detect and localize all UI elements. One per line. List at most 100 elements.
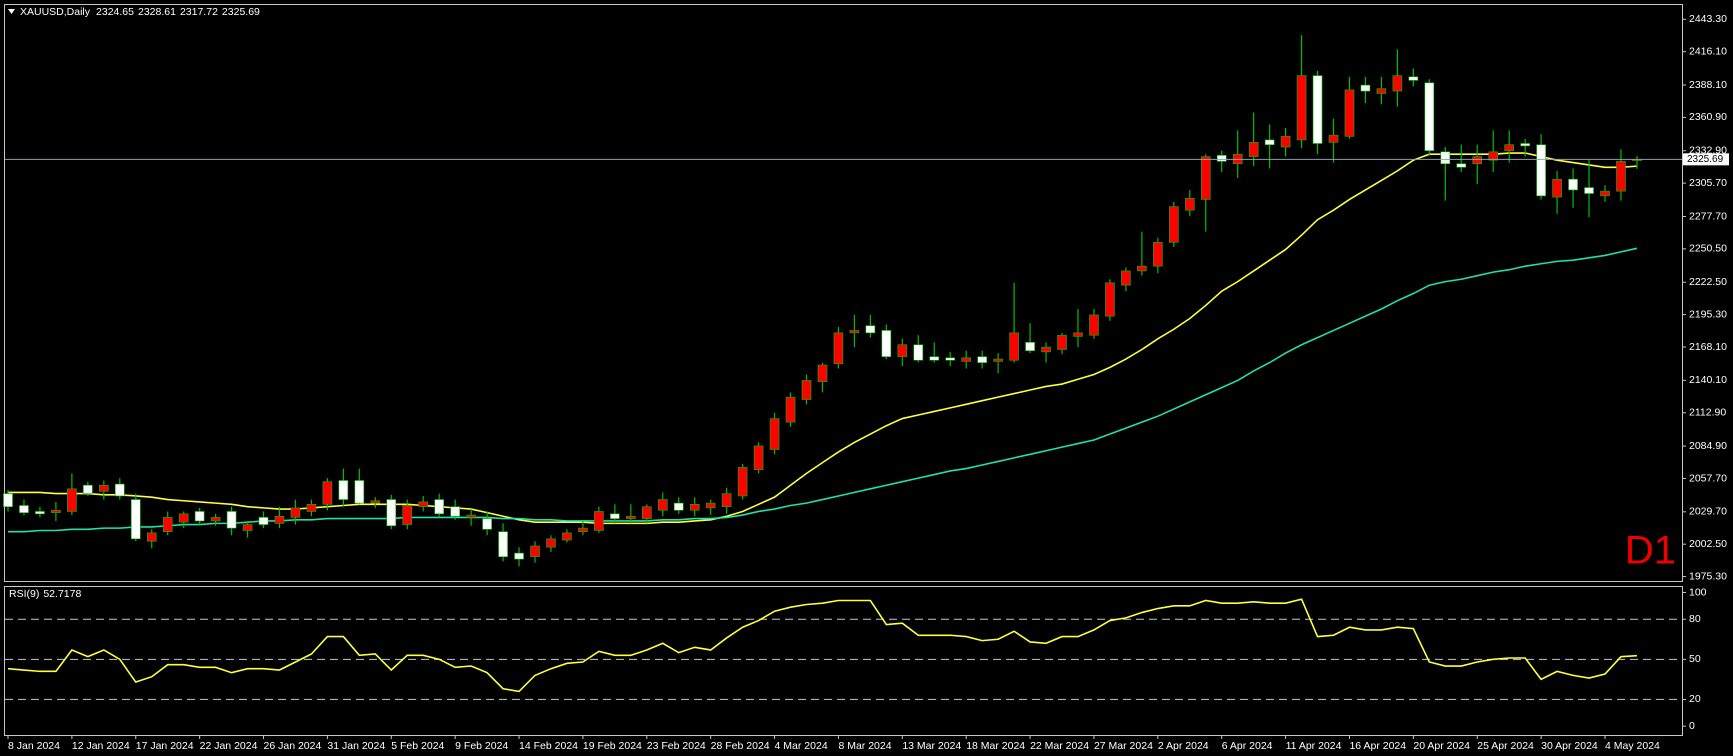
candle-body	[322, 481, 333, 505]
y-tick-label: 2140.10	[1689, 374, 1727, 386]
candle-body	[1536, 144, 1546, 197]
candle-body	[721, 493, 732, 507]
y-tick-label: 2416.10	[1689, 45, 1727, 57]
candle-body	[1440, 151, 1451, 165]
header-low: 2317.72	[180, 6, 218, 18]
candle-body	[3, 493, 13, 507]
header-high: 2328.61	[138, 6, 176, 18]
candle-body	[817, 364, 828, 382]
candle-body	[849, 330, 860, 334]
candle-body	[945, 357, 956, 361]
candle-body	[1105, 282, 1115, 317]
menu-arrow[interactable]	[8, 9, 15, 14]
candle-body	[737, 467, 748, 497]
indicator-last: 52.7178	[43, 588, 81, 600]
x-tick-label: 23 Feb 2024	[647, 740, 706, 752]
symbol: XAUUSD,Daily	[20, 6, 91, 18]
y-tick-label: 2277.70	[1689, 210, 1727, 222]
candle-body	[1392, 75, 1403, 92]
candle-body	[1424, 82, 1435, 151]
x-tick-label: 9 Feb 2024	[455, 740, 508, 752]
candle-body	[961, 357, 972, 362]
indicator-header: RSI(9) 52.7178	[9, 588, 81, 600]
candle-body	[833, 332, 844, 365]
y-tick-label: 2250.50	[1689, 243, 1727, 255]
candle-body	[1025, 342, 1035, 351]
x-tick-label: 19 Feb 2024	[583, 740, 642, 752]
candle-body	[1296, 75, 1307, 141]
y-tick-label: 2057.70	[1689, 472, 1727, 484]
y-tick-label: 100	[1689, 586, 1707, 598]
candle-body	[1568, 178, 1578, 191]
candle-body	[178, 513, 189, 523]
candles	[3, 35, 1642, 567]
candle-body	[130, 499, 141, 540]
candle-body	[769, 418, 780, 450]
candle-body	[610, 513, 620, 519]
candle-body	[1264, 139, 1275, 145]
x-tick-label: 22 Jan 2024	[200, 740, 258, 752]
y-tick-label: 2112.90	[1689, 407, 1726, 419]
candle-body	[418, 501, 429, 507]
candle-body	[1312, 75, 1323, 144]
y-tick-label: 0	[1689, 720, 1695, 732]
y-tick-label: 2443.30	[1689, 13, 1727, 25]
x-tick-label: 27 Mar 2024	[1094, 740, 1153, 752]
rsi-line	[7, 598, 1637, 693]
x-tick-label: 20 Apr 2024	[1413, 740, 1470, 752]
main-pane	[4, 4, 1683, 582]
x-tick-label: 11 Apr 2024	[1286, 740, 1342, 752]
x-tick-label: 31 Jan 2024	[327, 740, 385, 752]
timeframe-watermark: D1	[1625, 529, 1676, 573]
candle-body	[1584, 187, 1594, 194]
chart-header: XAUUSD,Daily 2324.65 2328.61 2317.72 2325.69	[20, 6, 260, 18]
indicator-title: RSI(9)	[9, 588, 39, 600]
candle-body	[99, 484, 109, 492]
x-tick-label: 14 Feb 2024	[519, 740, 578, 752]
candle-body	[1184, 197, 1195, 211]
candle-body	[578, 527, 588, 533]
candle-body	[1089, 314, 1099, 336]
candle-body	[897, 344, 908, 357]
candle-body	[482, 518, 492, 530]
candle-body	[466, 514, 476, 518]
candle-body	[881, 330, 892, 357]
candle-body	[530, 545, 540, 558]
candle-body	[1488, 151, 1499, 161]
candle-body	[689, 504, 700, 511]
candle-body	[562, 532, 572, 541]
x-tick-label: 5 Feb 2024	[391, 740, 444, 752]
x-tick-label: 22 Mar 2024	[1030, 740, 1089, 752]
candle-body	[929, 356, 940, 361]
candle-body	[977, 356, 987, 363]
x-tick-label: 16 Apr 2024	[1349, 740, 1406, 752]
candle-body	[705, 502, 716, 509]
candle-body	[402, 505, 413, 525]
candle-body	[626, 515, 636, 519]
y-tick-label: 2168.10	[1689, 341, 1727, 353]
indicator-pane	[4, 586, 1683, 736]
candle-body	[1408, 76, 1419, 81]
y-tick-label: 20	[1689, 693, 1701, 705]
candle-body	[1344, 89, 1355, 137]
candle-body	[19, 505, 29, 513]
candle-body	[194, 511, 205, 522]
candle-body	[274, 515, 285, 524]
x-tick-label: 25 Apr 2024	[1477, 740, 1534, 752]
y-tick-label: 2002.50	[1689, 538, 1727, 550]
y-tick-label: 2195.30	[1689, 308, 1727, 320]
y-tick-label: 2029.70	[1689, 506, 1727, 518]
candle-body	[67, 488, 77, 512]
candle-body	[1057, 334, 1067, 350]
candle-body	[1248, 142, 1259, 157]
candle-body	[1009, 332, 1019, 361]
candle-body	[913, 344, 924, 361]
x-tick-label: 2 Apr 2024	[1158, 740, 1209, 752]
candle-body	[1456, 163, 1467, 168]
y-tick-label: 1975.30	[1689, 570, 1727, 582]
y-tick-label: 2388.10	[1689, 79, 1727, 91]
candle-body	[450, 506, 460, 517]
header-open: 2324.65	[96, 6, 134, 18]
